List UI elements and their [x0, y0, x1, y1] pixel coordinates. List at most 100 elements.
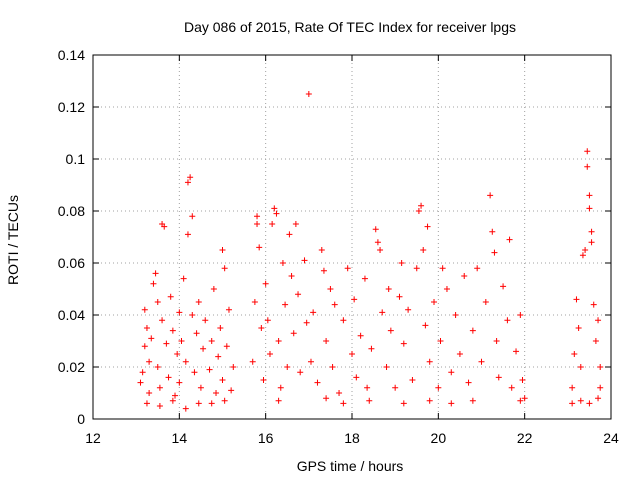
data-point	[368, 345, 375, 352]
x-tick-label: 20	[431, 430, 447, 446]
data-point	[597, 364, 604, 370]
data-point	[357, 332, 364, 339]
chart-title: Day 086 of 2015, Rate Of TEC Index for r…	[184, 19, 516, 35]
data-point	[271, 205, 278, 212]
data-point	[584, 163, 591, 170]
data-point	[230, 364, 237, 370]
data-point	[213, 390, 220, 396]
data-point	[426, 397, 433, 404]
data-point	[176, 379, 183, 386]
data-point	[329, 364, 336, 370]
data-point	[351, 296, 358, 303]
data-point	[504, 317, 511, 324]
data-point	[191, 369, 198, 376]
data-point	[141, 343, 148, 350]
data-point	[161, 223, 168, 230]
data-point	[156, 403, 163, 409]
y-tick-label: 0.12	[58, 99, 85, 115]
x-tick-label: 16	[258, 430, 274, 446]
axis-ticks: 12 14 16 18 20 22 24 0 0.02 0.04 0.06 0.08 0.1 0.12 0.…	[58, 47, 619, 446]
data-point	[169, 327, 176, 334]
data-point	[284, 364, 291, 370]
data-point	[327, 286, 334, 292]
x-tick-label: 18	[344, 430, 360, 446]
data-point	[588, 239, 595, 246]
data-point	[448, 400, 455, 407]
data-point	[262, 280, 269, 287]
data-point	[141, 306, 148, 313]
data-point	[336, 390, 343, 396]
data-point	[297, 369, 304, 376]
plot-frame	[92, 54, 612, 420]
data-point	[487, 192, 494, 199]
data-point	[517, 312, 524, 318]
data-point	[586, 400, 593, 407]
data-point	[469, 397, 476, 404]
data-point	[482, 299, 489, 305]
data-point	[595, 395, 602, 402]
data-point	[437, 338, 444, 344]
data-point	[217, 325, 224, 331]
data-point	[148, 335, 155, 342]
data-point	[146, 358, 153, 365]
data-point	[500, 283, 507, 290]
data-point	[273, 210, 280, 217]
x-tick-label: 14	[172, 430, 188, 446]
data-point	[448, 369, 455, 376]
data-point	[169, 397, 176, 404]
data-point	[586, 192, 593, 199]
data-point	[513, 348, 520, 355]
data-point	[195, 400, 202, 407]
data-point	[210, 286, 217, 292]
data-point	[137, 379, 144, 386]
data-point	[154, 364, 161, 370]
data-point	[474, 265, 481, 272]
data-point	[219, 247, 226, 253]
data-point	[184, 179, 191, 186]
data-point	[584, 148, 591, 155]
y-axis-label: ROTI / TECUs	[5, 195, 21, 285]
data-point	[189, 312, 196, 318]
data-point	[202, 317, 209, 324]
data-point	[206, 366, 213, 373]
data-point	[597, 384, 604, 391]
data-point	[197, 384, 204, 391]
data-point	[195, 299, 202, 305]
data-point	[588, 228, 595, 235]
data-point	[465, 379, 472, 386]
data-point	[575, 325, 582, 331]
data-point	[323, 338, 330, 344]
data-point	[383, 364, 390, 370]
data-point	[519, 377, 526, 383]
data-point	[461, 273, 468, 279]
data-point	[279, 260, 286, 266]
data-point	[364, 384, 371, 391]
data-point	[577, 397, 584, 404]
y-tick-label: 0.04	[58, 307, 85, 323]
data-point	[223, 343, 230, 350]
data-point	[178, 338, 185, 344]
data-point	[377, 247, 384, 253]
data-point	[340, 400, 347, 407]
data-point	[323, 395, 330, 402]
data-point	[208, 400, 215, 407]
data-point	[353, 374, 360, 381]
data-point	[305, 91, 312, 97]
data-point	[366, 397, 373, 404]
data-point	[415, 208, 422, 214]
x-axis-label: GPS time / hours	[297, 458, 404, 474]
data-point	[521, 395, 528, 402]
data-point	[517, 397, 524, 404]
data-point	[176, 309, 183, 316]
data-point	[200, 345, 207, 352]
data-point	[495, 374, 502, 381]
data-point	[579, 252, 586, 259]
data-point	[387, 327, 394, 334]
data-point	[139, 369, 146, 376]
data-point	[469, 327, 476, 334]
data-point	[290, 330, 297, 337]
data-point	[508, 384, 515, 391]
data-point	[143, 400, 150, 407]
y-tick-label: 0.14	[58, 47, 85, 63]
